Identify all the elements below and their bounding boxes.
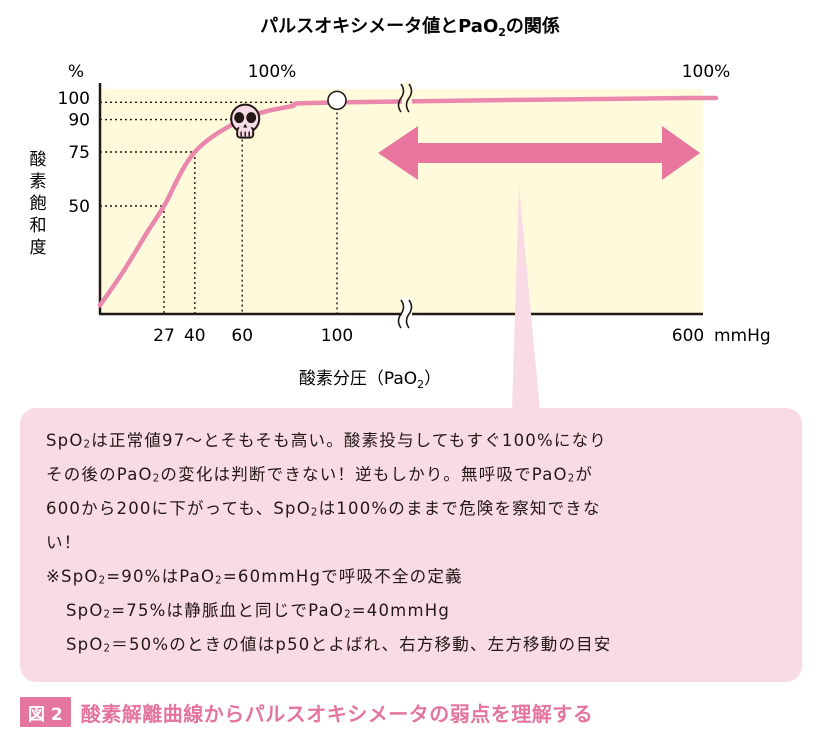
axis-break-gap xyxy=(402,82,412,114)
double-arrow xyxy=(378,126,700,180)
y-tick-label: 75 xyxy=(68,143,90,163)
axis-break-marks xyxy=(397,82,413,330)
y-axis-title-char: 飽 xyxy=(30,194,47,214)
callout-text-part: =75%は静脈血と同じでPaO xyxy=(111,601,345,620)
callout-line: その後のPaO2の変化は判断できない！逆もしかり。無呼吸でPaO2が xyxy=(46,458,786,492)
axis-break-gap xyxy=(402,298,412,330)
y-axis-title-char: 和 xyxy=(30,216,47,236)
axis-break-mark xyxy=(405,299,413,329)
callout-line: SpO2＝50%のときの値はp50とよばれ、右方移動、左方移動の目安 xyxy=(46,628,786,662)
double-arrow-shaft xyxy=(410,143,670,163)
x-tick-label: 40 xyxy=(184,326,206,346)
subscript: 2 xyxy=(103,643,112,655)
y-unit-label: % xyxy=(68,62,84,82)
annotations: 100% 100% xyxy=(248,62,731,82)
guide-lines xyxy=(100,101,338,314)
y-tick-label: 50 xyxy=(68,197,90,217)
callout-text-part: SpO xyxy=(66,635,104,654)
y-axis-title-char: 度 xyxy=(30,238,47,258)
axis-break-mark xyxy=(397,83,405,113)
subscript: 2 xyxy=(98,575,107,587)
subscript: 2 xyxy=(152,473,161,485)
figure-badge: 図 2 xyxy=(20,697,71,727)
text-part: 酸素分圧（PaO xyxy=(299,369,417,389)
x-tick-label: 600 xyxy=(672,326,704,346)
x-tick-label: 27 xyxy=(153,326,175,346)
subscript: 2 xyxy=(103,609,112,621)
callout-text-part: ※SpO xyxy=(46,567,99,586)
callout-text-part: が xyxy=(575,465,594,484)
text-part: ） xyxy=(424,369,441,389)
chart-title: パルスオキシメータ値とPaO2の関係 xyxy=(260,15,560,39)
x-tick-label: 60 xyxy=(231,326,253,346)
subscript: 2 xyxy=(498,26,506,39)
subscript: 2 xyxy=(417,378,424,391)
callout-line: SpO2=75%は静脈血と同じでPaO2=40mmHg xyxy=(46,594,786,628)
y-tick-label: 90 xyxy=(68,111,90,131)
double-arrow-head-left xyxy=(378,126,418,180)
text-part: の関係 xyxy=(506,15,560,37)
x-tick-labels: 27 40 60 100 600 xyxy=(153,326,704,346)
figure-caption: 図 2 酸素解離曲線からパルスオキシメータの弱点を理解する xyxy=(20,697,593,727)
callout-pointer xyxy=(512,186,540,408)
subscript: 2 xyxy=(344,609,352,621)
plot-area xyxy=(100,89,703,314)
skull-icon xyxy=(230,103,261,139)
callout-box xyxy=(20,408,802,682)
callout-text-part: い！ xyxy=(46,533,82,552)
y-axis-title-char: 素 xyxy=(30,172,47,192)
callout-text-part: 600から200に下がっても、SpO xyxy=(46,499,311,518)
callout-line: 600から200に下がっても、SpO2は100%のままで危険を察知できな xyxy=(46,492,786,526)
callout-text-part: は100%のままで危険を察知できな xyxy=(318,499,601,518)
callout-text-part: SpO xyxy=(46,431,84,450)
callout-text-part: =60mmHgで呼吸不全の定義 xyxy=(222,567,463,586)
y-axis-title: 酸素飽和度 xyxy=(30,150,47,258)
oxygen-dissociation-chart: パルスオキシメータ値とPaO2の関係 % mmHg 酸素分圧（PaO2） 酸素飽… xyxy=(30,15,771,408)
callout-text-part: ＝50%のときの値はp50とよばれ、右方移動、左方移動の目安 xyxy=(111,635,612,654)
open-circle-icon xyxy=(327,90,347,111)
y-axis-title-char: 酸 xyxy=(30,150,47,170)
callout-text-part: の変化は判断できない！逆もしかり。無呼吸でPaO xyxy=(160,465,568,484)
callout-line: SpO2は正常値97～とそもそも高い。酸素投与してもすぐ100%になり xyxy=(46,424,786,458)
callout-text-part: SpO xyxy=(66,601,104,620)
x-tick-label: 100 xyxy=(321,326,353,346)
subscript: 2 xyxy=(215,575,223,587)
x-axis-title: 酸素分圧（PaO2） xyxy=(299,369,441,391)
figure-caption-text: 酸素解離曲線からパルスオキシメータの弱点を理解する xyxy=(80,701,594,726)
callout-line: い！ xyxy=(46,526,786,560)
axis-break-mark xyxy=(405,83,413,113)
subscript: 2 xyxy=(567,473,576,485)
callout-text-part: その後のPaO xyxy=(46,465,153,484)
callout-line: ※SpO2=90%はPaO2=60mmHgで呼吸不全の定義 xyxy=(46,560,786,594)
annotation-label: 100% xyxy=(248,62,297,82)
callout-text: SpO2は正常値97～とそもそも高い。酸素投与してもすぐ100%になり その後のP… xyxy=(46,424,786,662)
callout-text-part: =40mmHg xyxy=(351,601,451,620)
text-part: パルスオキシメータ値とPaO xyxy=(260,15,498,37)
subscript: 2 xyxy=(310,507,319,519)
x-unit-label: mmHg xyxy=(714,326,771,346)
subscript: 2 xyxy=(83,439,92,451)
double-arrow-head-right xyxy=(662,126,700,180)
y-tick-label: 100 xyxy=(58,89,90,109)
annotation-label: 100% xyxy=(682,62,731,82)
markers xyxy=(230,90,347,139)
callout-text-part: は正常値97～とそもそも高い。酸素投与してもすぐ100%になり xyxy=(91,431,607,450)
callout-text-part: =90%はPaO xyxy=(106,567,216,586)
axis-break-mark xyxy=(397,299,405,329)
